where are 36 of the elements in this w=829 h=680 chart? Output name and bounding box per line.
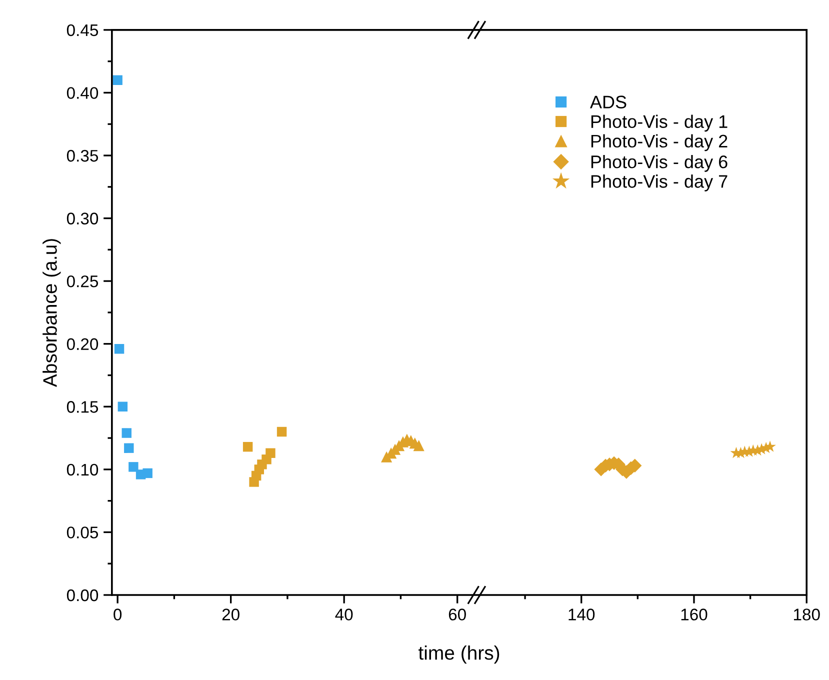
point <box>142 468 152 478</box>
y-axis-title: Absorbance (a.u) <box>42 239 61 387</box>
point <box>124 443 134 453</box>
point <box>122 428 132 438</box>
x-tick-label: 180 <box>794 608 820 620</box>
y-tick-label: 0.40 <box>66 87 98 99</box>
x-tick-label: 60 <box>448 608 466 620</box>
point <box>112 75 122 86</box>
y-tick-label: 0.25 <box>66 275 98 288</box>
y-tick-label: 0.15 <box>66 401 98 413</box>
legend-label: ADS <box>590 96 626 108</box>
x-tick-label: 40 <box>335 608 353 620</box>
point <box>242 442 253 452</box>
legend-label: Photo-Vis - day 6 <box>591 155 728 172</box>
x-tick-label: 20 <box>222 608 240 620</box>
y-tick-label: 0.30 <box>66 212 98 224</box>
legend-label: Photo-Vis - day 7 <box>591 174 728 192</box>
point <box>413 440 424 452</box>
point <box>764 440 776 452</box>
x-tick-label: 140 <box>568 608 595 620</box>
y-tick-label: 0.35 <box>66 150 98 162</box>
legend-label: Photo-Vis - day 2 <box>591 134 728 152</box>
y-tick-label: 0.20 <box>66 338 98 350</box>
point <box>118 402 128 412</box>
point <box>276 426 287 437</box>
point <box>266 448 276 458</box>
point <box>114 344 124 354</box>
y-tick-label: 0.00 <box>66 589 98 602</box>
legend-label: Photo-Vis - day 1 <box>591 114 728 132</box>
x-tick-label: 0 <box>114 608 122 620</box>
point <box>128 462 138 472</box>
y-tick-label: 0.10 <box>66 464 98 476</box>
x-tick-label: 160 <box>681 608 708 620</box>
y-tick-label: 0.45 <box>66 24 98 36</box>
y-tick-label: 0.05 <box>66 526 98 538</box>
x-axis-title: time (hrs) <box>418 646 500 664</box>
